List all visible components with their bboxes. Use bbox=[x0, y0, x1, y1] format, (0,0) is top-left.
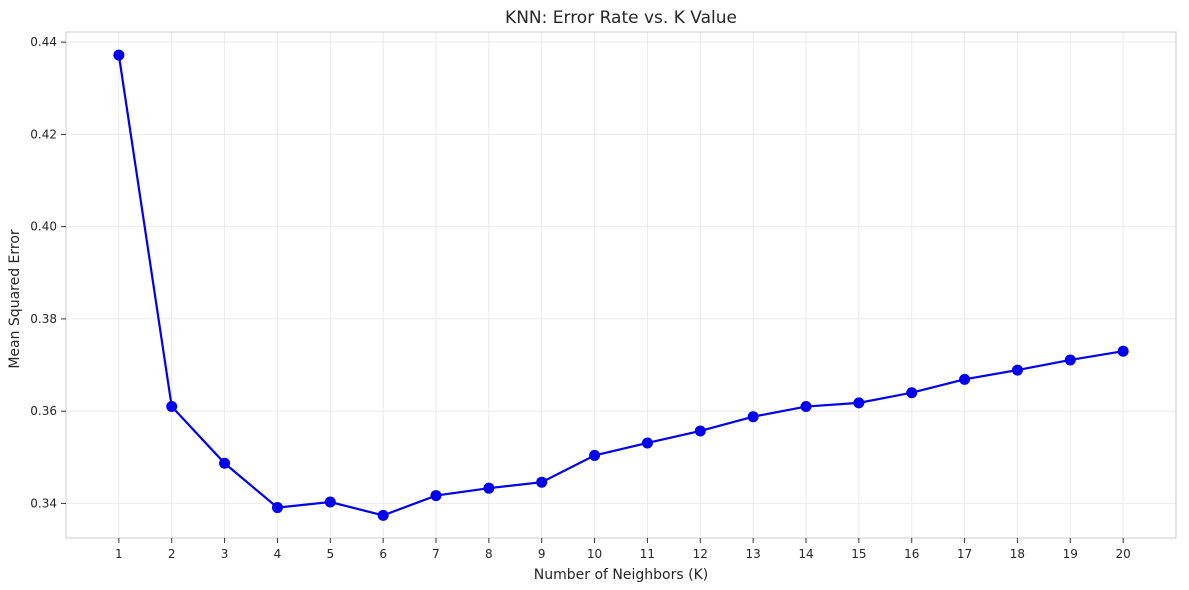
y-tick-label: 0.38 bbox=[30, 312, 57, 326]
data-point bbox=[1011, 364, 1023, 376]
data-point bbox=[536, 476, 548, 488]
data-point bbox=[483, 482, 495, 494]
y-tick-label: 0.44 bbox=[30, 35, 57, 49]
x-tick-label: 6 bbox=[379, 547, 387, 561]
y-tick-label: 0.40 bbox=[30, 220, 57, 234]
y-tick-label: 0.42 bbox=[30, 127, 57, 141]
x-tick-label: 17 bbox=[957, 547, 972, 561]
data-points bbox=[113, 49, 1129, 521]
grid-lines bbox=[66, 32, 1176, 538]
data-point bbox=[1064, 354, 1076, 366]
x-tick-label: 12 bbox=[693, 547, 708, 561]
data-point bbox=[800, 401, 812, 413]
x-axis-label: Number of Neighbors (K) bbox=[534, 567, 708, 583]
x-tick-label: 9 bbox=[538, 547, 546, 561]
x-tick-label: 10 bbox=[587, 547, 602, 561]
x-tick-label: 11 bbox=[640, 547, 655, 561]
plot-area-frame bbox=[65, 31, 1177, 539]
series-line bbox=[117, 54, 1124, 517]
chart-title: KNN: Error Rate vs. K Value bbox=[505, 8, 737, 28]
x-tick-label: 15 bbox=[851, 547, 866, 561]
x-tick-label: 4 bbox=[274, 547, 282, 561]
x-tick-label: 13 bbox=[746, 547, 761, 561]
x-tick-label: 5 bbox=[326, 547, 334, 561]
x-tick-label: 7 bbox=[432, 547, 440, 561]
data-point bbox=[430, 490, 442, 502]
y-axis-ticks: 0.34 0.36 0.38 0.40 0.42 0.44 bbox=[30, 35, 66, 510]
y-axis-label: Mean Squared Error bbox=[7, 229, 23, 369]
x-tick-label: 8 bbox=[485, 547, 493, 561]
x-tick-label: 2 bbox=[168, 547, 176, 561]
data-point bbox=[113, 49, 125, 61]
data-point bbox=[377, 509, 389, 521]
data-point bbox=[1117, 345, 1129, 357]
data-point bbox=[324, 496, 336, 508]
x-axis-ticks: 1 2 3 4 5 6 7 8 9 10 11 12 13 14 15 16 17 18 19 20 bbox=[115, 538, 1131, 561]
x-tick-label: 16 bbox=[904, 547, 919, 561]
data-point bbox=[906, 387, 918, 399]
x-tick-label: 18 bbox=[1010, 547, 1025, 561]
data-point bbox=[166, 401, 178, 413]
data-point bbox=[959, 373, 971, 385]
y-tick-label: 0.36 bbox=[30, 404, 57, 418]
x-tick-label: 19 bbox=[1063, 547, 1078, 561]
y-tick-label: 0.34 bbox=[30, 496, 57, 510]
data-point bbox=[589, 449, 601, 461]
data-point bbox=[853, 397, 865, 409]
x-tick-label: 3 bbox=[221, 547, 229, 561]
data-point bbox=[694, 425, 706, 437]
x-tick-label: 1 bbox=[115, 547, 123, 561]
data-point bbox=[641, 437, 653, 449]
x-tick-label: 14 bbox=[798, 547, 813, 561]
x-tick-label: 20 bbox=[1116, 547, 1131, 561]
data-point bbox=[219, 457, 231, 469]
data-point bbox=[271, 502, 283, 514]
data-point bbox=[747, 411, 759, 423]
